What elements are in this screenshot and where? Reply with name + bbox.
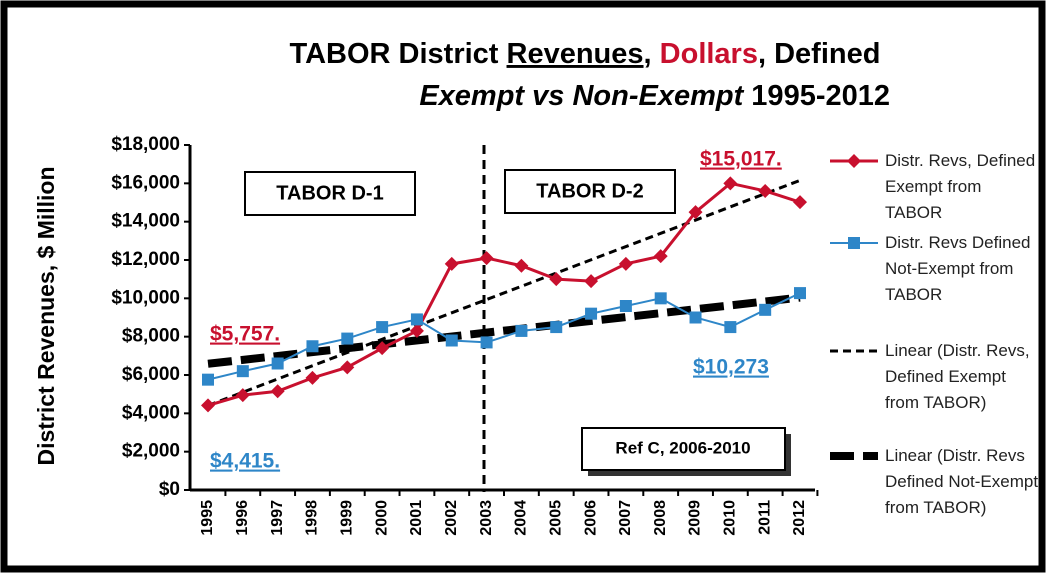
subtitle-part: Exempt vs Non-Exempt bbox=[419, 80, 744, 112]
marker bbox=[549, 272, 564, 287]
period-box bbox=[504, 169, 676, 214]
y-tick-label: $2,000 bbox=[122, 441, 180, 462]
x-tick-label: 1996 bbox=[234, 500, 251, 536]
marker bbox=[445, 334, 458, 347]
legend-label: Linear (Distr. Revs, Defined Exempt from… bbox=[885, 341, 1030, 412]
marker bbox=[270, 384, 285, 399]
annotation: $4,415. bbox=[210, 450, 280, 473]
legend-marker bbox=[848, 237, 860, 249]
x-tick-label: 1999 bbox=[339, 500, 356, 536]
x-tick-label: 2003 bbox=[478, 500, 495, 536]
period-box bbox=[244, 171, 416, 216]
x-tick-label: 2012 bbox=[791, 500, 808, 536]
x-tick-label: 1997 bbox=[269, 500, 286, 536]
marker bbox=[618, 256, 633, 271]
title-part: , Defined bbox=[758, 38, 880, 70]
x-tick-label: 2004 bbox=[513, 500, 530, 536]
marker bbox=[271, 357, 284, 370]
marker bbox=[375, 341, 390, 356]
legend-label: Linear (Distr. Revs Defined Not-Exempt f… bbox=[885, 446, 1039, 517]
marker bbox=[236, 365, 249, 378]
marker bbox=[306, 340, 319, 353]
marker bbox=[444, 256, 459, 271]
x-tick-label: 2009 bbox=[687, 500, 704, 536]
period-box-label: TABOR D-1 bbox=[276, 182, 383, 204]
marker bbox=[653, 249, 668, 264]
x-tick-label: 2011 bbox=[756, 500, 773, 535]
chart-title: TABOR District Revenues, Dollars, Define… bbox=[290, 38, 881, 70]
y-tick-label: $4,000 bbox=[122, 402, 180, 423]
title-part: Revenues bbox=[507, 38, 644, 70]
annotation: $15,017. bbox=[700, 148, 782, 171]
y-tick-label: $0 bbox=[159, 479, 180, 500]
chart-subtitle: Exempt vs Non-Exempt 1995-2012 bbox=[419, 80, 890, 112]
x-tick-label: 2002 bbox=[443, 500, 460, 536]
title-part: Dollars bbox=[660, 38, 758, 70]
trendlines bbox=[207, 178, 801, 407]
marker bbox=[305, 370, 320, 385]
marker bbox=[201, 398, 215, 413]
marker bbox=[688, 205, 703, 220]
x-tick-label: 2008 bbox=[652, 500, 669, 536]
marker bbox=[723, 176, 738, 191]
ref-box bbox=[581, 427, 786, 471]
y-tick-label: $14,000 bbox=[111, 211, 180, 232]
marker bbox=[202, 373, 214, 386]
marker bbox=[480, 336, 493, 349]
marker bbox=[479, 251, 494, 266]
legend-marker bbox=[847, 154, 861, 168]
marker bbox=[340, 360, 355, 375]
marker bbox=[793, 195, 807, 210]
y-tick-label: $8,000 bbox=[122, 326, 180, 347]
x-tick-label: 2005 bbox=[547, 500, 564, 536]
marker bbox=[409, 323, 424, 338]
marker bbox=[550, 321, 563, 334]
x-tick-label: 2000 bbox=[373, 500, 390, 536]
marker bbox=[410, 313, 423, 326]
annotation: $5,757. bbox=[210, 323, 280, 346]
legend-label: Distr. Revs, Defined Exempt from TABOR bbox=[885, 151, 1036, 222]
trendline bbox=[207, 293, 801, 368]
x-tick-label: 2006 bbox=[582, 500, 599, 536]
trendline bbox=[207, 178, 801, 407]
marker bbox=[724, 321, 737, 334]
y-tick-label: $6,000 bbox=[122, 364, 180, 385]
series-line bbox=[207, 181, 801, 407]
title-part: TABOR District bbox=[290, 38, 507, 70]
marker bbox=[515, 324, 528, 337]
legend-label: Distr. Revs Defined Not-Exempt from TABO… bbox=[885, 233, 1031, 304]
marker bbox=[341, 332, 354, 345]
marker bbox=[585, 307, 598, 320]
x-tick-label: 2010 bbox=[722, 500, 739, 536]
subtitle-part: 1995-2012 bbox=[743, 80, 890, 112]
marker bbox=[619, 300, 632, 312]
y-axis-label: District Revenues, $ Million bbox=[33, 166, 59, 465]
period-box-label: TABOR D-2 bbox=[536, 180, 643, 202]
marker bbox=[584, 274, 599, 289]
marker bbox=[654, 292, 667, 305]
y-tick-label: $10,000 bbox=[111, 287, 180, 308]
x-tick-label: 2001 bbox=[408, 500, 425, 536]
y-tick-label: $12,000 bbox=[111, 249, 180, 270]
annotation: $10,273 bbox=[693, 356, 769, 379]
x-tick-label: 1995 bbox=[199, 500, 216, 536]
marker bbox=[689, 311, 702, 324]
ref-box-label: Ref C, 2006-2010 bbox=[615, 438, 750, 457]
y-tick-label: $16,000 bbox=[111, 172, 180, 193]
marker bbox=[759, 303, 772, 316]
marker bbox=[376, 321, 389, 334]
x-tick-label: 2007 bbox=[617, 500, 634, 536]
marker bbox=[514, 258, 529, 273]
y-tick-label: $18,000 bbox=[111, 134, 180, 155]
x-tick-label: 1998 bbox=[304, 500, 321, 536]
marker bbox=[794, 287, 806, 300]
marker bbox=[235, 388, 250, 403]
marker bbox=[758, 184, 773, 198]
title-part: , bbox=[644, 38, 660, 70]
